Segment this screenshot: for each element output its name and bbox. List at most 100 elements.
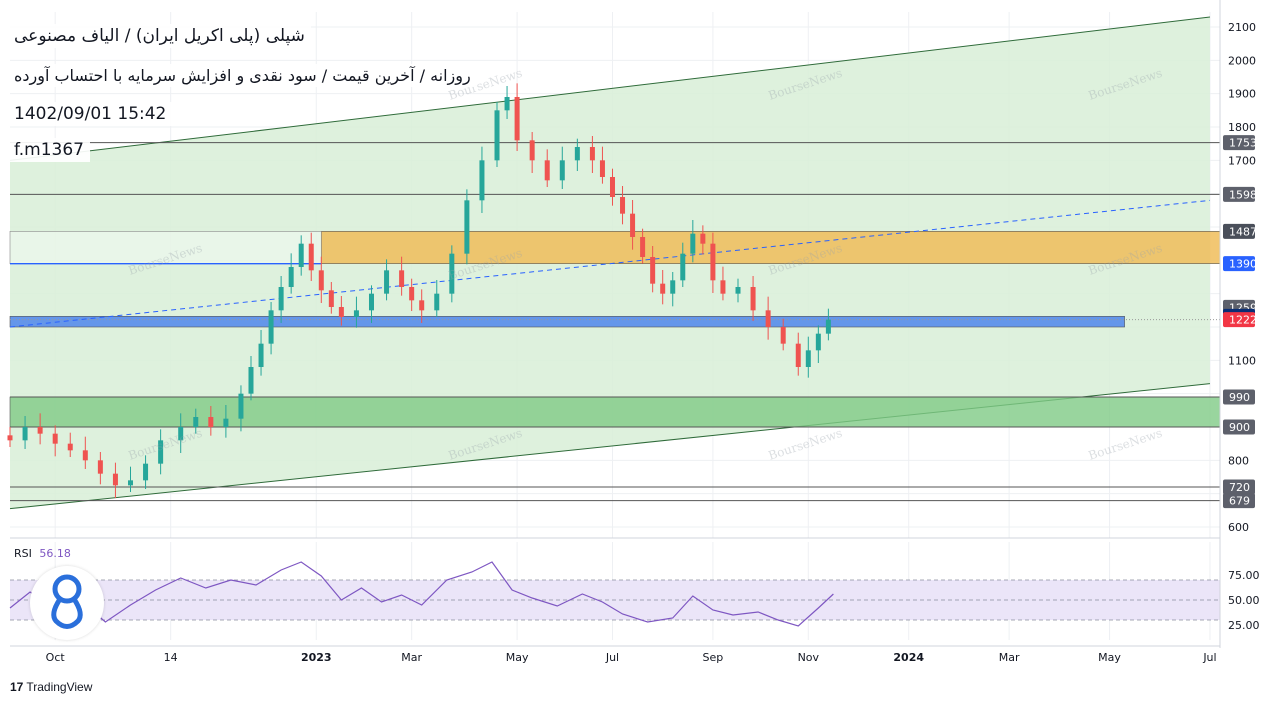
price-tick-label: 1700: [1228, 154, 1256, 167]
candle: [353, 310, 359, 317]
candle: [660, 283, 666, 294]
candle: [223, 418, 229, 427]
candle: [494, 110, 500, 161]
candle: [52, 433, 58, 444]
candle: [650, 257, 656, 284]
level-tag-label: 990: [1229, 391, 1250, 404]
tradingview-mark-icon: 17: [10, 680, 24, 694]
candle: [640, 237, 646, 257]
level-tag-label: 1753: [1229, 137, 1257, 150]
time-tick-label: May: [506, 651, 529, 664]
time-tick-label: May: [1098, 651, 1121, 664]
time-tick-label: Oct: [46, 651, 66, 664]
support-zone: [9, 316, 1125, 328]
price-tick-label: 600: [1228, 521, 1249, 534]
candle: [178, 427, 184, 441]
candle: [630, 213, 636, 237]
rsi-pane: [9, 537, 1220, 627]
level-tag-label: 679: [1229, 495, 1250, 508]
candle: [158, 440, 164, 464]
rsi-tick-label: 25.00: [1228, 619, 1260, 632]
candle: [248, 367, 254, 394]
candle: [22, 427, 28, 441]
supply-zone-extension: [9, 231, 322, 264]
author-code: f.m1367: [8, 138, 90, 162]
candle: [97, 460, 103, 474]
candle: [825, 319, 831, 334]
rsi-legend[interactable]: RSI 56.18: [14, 547, 71, 560]
candle: [434, 293, 440, 311]
candle: [720, 280, 726, 294]
tradingview-brand: TradingView: [26, 680, 93, 694]
candle: [288, 267, 294, 287]
boursenews-logo-icon: [30, 566, 104, 640]
level-tag: [1223, 223, 1255, 239]
candle: [670, 280, 676, 294]
channel-upper-line: [9, 16, 1211, 161]
candle: [609, 177, 615, 197]
candle: [258, 343, 264, 367]
candle: [479, 160, 485, 201]
chart-settings-line: روزانه / آخرین قیمت / سود نقدی و افزایش …: [8, 64, 477, 87]
candle: [559, 160, 565, 181]
candle: [599, 160, 605, 177]
demand-zone: [9, 396, 1221, 428]
candle: [815, 333, 821, 351]
candle: [735, 287, 741, 294]
rsi-tick-label: 75.00: [1228, 569, 1260, 582]
candle: [384, 270, 390, 294]
time-tick-label: Sep: [703, 651, 724, 664]
candle: [690, 233, 696, 254]
candle: [328, 290, 334, 307]
candle: [338, 307, 344, 317]
level-tag: [1223, 479, 1255, 495]
rsi-value: 56.18: [39, 547, 71, 560]
candle: [37, 427, 43, 434]
candle: [765, 310, 771, 327]
candle: [805, 350, 811, 367]
candle: [544, 160, 550, 181]
time-tick-label: Mar: [999, 651, 1020, 664]
candle: [680, 253, 686, 281]
horizontal-levels: [10, 142, 1220, 502]
candle: [529, 140, 535, 161]
candle: [574, 147, 580, 161]
candle: [308, 243, 314, 271]
candle: [780, 327, 786, 344]
candle: [464, 200, 470, 254]
price-tick-label: 1100: [1228, 354, 1256, 367]
symbol-title: شپلی (پلی اکریل ایران) / الیاف مصنوعی: [8, 24, 311, 48]
level-tag: [1223, 256, 1255, 272]
candle: [589, 147, 595, 161]
candlesticks: [7, 83, 831, 498]
time-tick-label: 2024: [893, 651, 924, 664]
candle: [193, 417, 199, 427]
price-tick-label: 800: [1228, 454, 1249, 467]
level-tag: [1223, 186, 1255, 202]
price-tick-label: 2000: [1228, 54, 1256, 67]
candle: [278, 287, 284, 311]
level-tag-label: 1487: [1229, 225, 1257, 238]
level-tag-label: 900: [1229, 421, 1250, 434]
candle: [208, 417, 214, 427]
candle: [112, 473, 118, 486]
time-tick-label: Nov: [798, 651, 820, 664]
tradingview-logo[interactable]: 17 TradingView: [10, 680, 92, 694]
time-tick-label: 2023: [301, 651, 332, 664]
candle: [268, 310, 274, 344]
watermark-text: BourseNews: [767, 426, 844, 463]
candle: [298, 243, 304, 267]
level-tag-label: 720: [1229, 481, 1250, 494]
level-tag: [1223, 419, 1255, 435]
timestamp: 1402/09/01 15:42: [8, 102, 173, 126]
candle: [67, 443, 73, 451]
candle: [504, 97, 510, 111]
candle: [700, 233, 706, 244]
candle: [409, 287, 415, 301]
level-tag: [1223, 312, 1255, 328]
price-tick-label: 1800: [1228, 121, 1256, 134]
candle: [82, 450, 88, 461]
candle: [795, 343, 801, 367]
time-tick-label: Jul: [605, 651, 619, 664]
